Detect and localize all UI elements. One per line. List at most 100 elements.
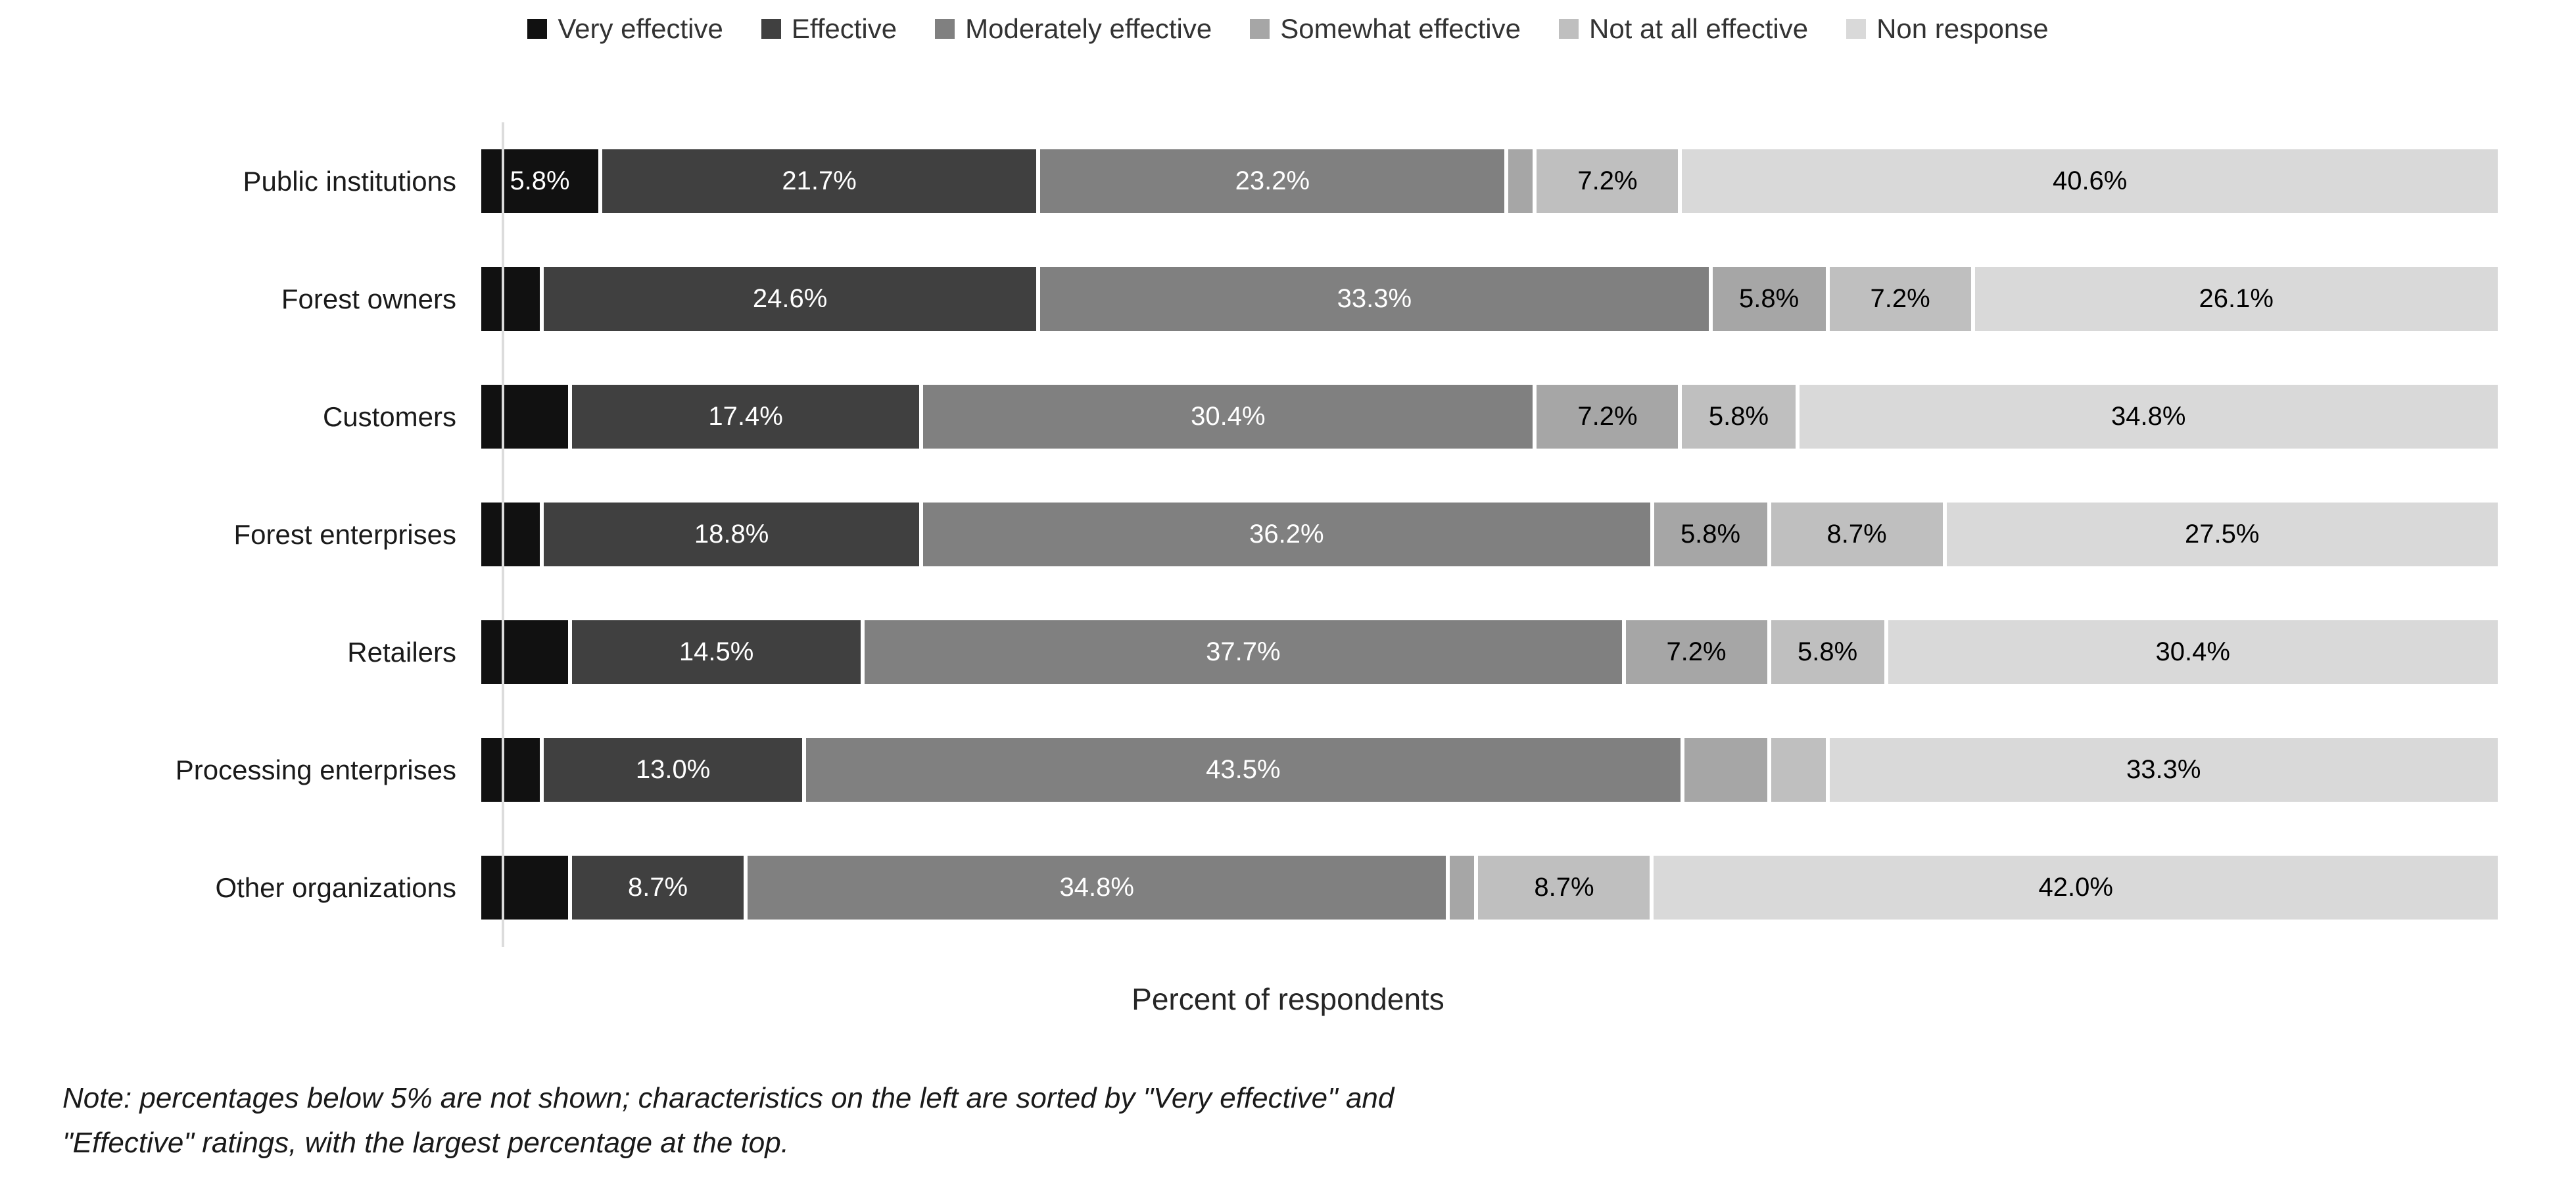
data-label: 30.4%	[2155, 637, 2230, 666]
data-label: 13.0%	[635, 755, 711, 784]
bar-segment: 30.4%	[1884, 620, 2498, 684]
data-label: 37.7%	[1206, 637, 1281, 666]
stacked-bar: 14.5% 37.7% 7.2% 5.8% 30.4%	[481, 620, 2500, 684]
bar-segment: 14.5%	[568, 620, 861, 684]
bar-segment: 17.4%	[568, 385, 920, 449]
data-label: 5.8%	[1738, 284, 1800, 313]
data-label: 36.2%	[1249, 520, 1324, 549]
bar-segment: 5.8%	[481, 149, 599, 213]
category-label: Forest enterprises	[233, 518, 456, 550]
data-label: 18.8%	[694, 520, 769, 549]
bar-segment: 23.2%	[1036, 149, 1505, 213]
data-label: 8.7%	[627, 873, 688, 902]
bar-segment: 34.8%	[744, 856, 1446, 920]
category-label: Retailers	[347, 636, 456, 668]
note-line-2: "Effective" ratings, with the largest pe…	[62, 1127, 789, 1160]
chart-note: Note: percentages below 5% are not shown…	[62, 1076, 2331, 1166]
data-label: 30.4%	[1191, 402, 1266, 431]
data-label: 7.2%	[1666, 637, 1727, 666]
bar-segment: 24.6%	[540, 267, 1037, 331]
data-label: 5.8%	[1680, 520, 1741, 549]
category-label: Processing enterprises	[175, 754, 456, 785]
x-axis-title: Percent of respondents	[1132, 982, 1444, 1016]
category-label: Other organizations	[215, 872, 456, 903]
data-label: 14.5%	[679, 637, 754, 666]
data-label: 33.3%	[1337, 284, 1412, 313]
chart-row-1: Forest owners 24.6% 33.3% 5.8% 7.2% 26.1%	[0, 240, 2576, 358]
bar-segment: 7.2%	[1533, 149, 1679, 213]
legend-swatch-icon	[1846, 19, 1867, 39]
legend-label: Effective	[791, 13, 897, 44]
bar-segment: 27.5%	[1942, 503, 2498, 566]
legend-item-5: Non response	[1846, 13, 2049, 45]
stacked-bar: 5.8% 21.7% 23.2% 7.2% 40.6%	[481, 149, 2500, 213]
bar-segment: 5.8%	[1767, 620, 1884, 684]
data-label: 42.0%	[2038, 873, 2113, 902]
chart-row-5: Processing enterprises 13.0% 43.5% 33.3%	[0, 711, 2576, 829]
data-label: 7.2%	[1577, 402, 1638, 431]
data-label: 26.1%	[2199, 284, 2274, 313]
legend-item-0: Very effective	[527, 13, 723, 45]
bar-segment	[481, 503, 540, 566]
bar-segment: 37.7%	[861, 620, 1622, 684]
bar-segment: 36.2%	[919, 503, 1650, 566]
chart-row-3: Forest enterprises 18.8% 36.2% 5.8% 8.7% 27.5…	[0, 476, 2576, 593]
bar-segment: 7.2%	[1533, 385, 1679, 449]
y-axis-line	[502, 122, 504, 947]
chart-row-6: Other organizations 8.7% 34.8% 8.7% 42.0%	[0, 829, 2576, 946]
bar-segment: 13.0%	[540, 738, 803, 802]
data-label: 7.2%	[1577, 166, 1638, 195]
bar-segment: 43.5%	[802, 738, 1681, 802]
bar-segment	[1680, 738, 1767, 802]
category-label: Forest owners	[281, 283, 456, 314]
legend-item-3: Somewhat effective	[1250, 13, 1521, 45]
bar-segment	[481, 856, 568, 920]
stacked-bar: 13.0% 43.5% 33.3%	[481, 738, 2500, 802]
bar-segment: 8.7%	[1767, 503, 1943, 566]
data-label: 40.6%	[2052, 166, 2128, 195]
stacked-bar: 8.7% 34.8% 8.7% 42.0%	[481, 856, 2500, 920]
data-label: 5.8%	[1797, 637, 1858, 666]
legend-item-1: Effective	[761, 13, 897, 45]
legend-swatch-icon	[761, 19, 781, 39]
bar-segment	[1504, 149, 1533, 213]
stacked-bar: 18.8% 36.2% 5.8% 8.7% 27.5%	[481, 503, 2500, 566]
legend-swatch-icon	[1250, 19, 1270, 39]
legend-item-4: Not at all effective	[1558, 13, 1809, 45]
bar-segment: 5.8%	[1678, 385, 1796, 449]
bar-segment: 18.8%	[540, 503, 920, 566]
data-label: 43.5%	[1206, 755, 1281, 784]
bar-segment: 26.1%	[1970, 267, 2498, 331]
data-label: 17.4%	[708, 402, 783, 431]
bar-segment	[481, 267, 540, 331]
data-label: 8.7%	[1826, 520, 1887, 549]
legend-swatch-icon	[935, 19, 955, 39]
stacked-bar: 24.6% 33.3% 5.8% 7.2% 26.1%	[481, 267, 2500, 331]
legend-label: Moderately effective	[965, 13, 1212, 44]
bar-segment	[1446, 856, 1475, 920]
legend-label: Not at all effective	[1588, 13, 1809, 44]
bar-segment: 5.8%	[1650, 503, 1767, 566]
note-line-1: Note: percentages below 5% are not shown…	[62, 1082, 1395, 1114]
data-label: 21.7%	[782, 166, 857, 195]
data-label: 24.6%	[752, 284, 828, 313]
legend: Very effective Effective Moderately effect…	[0, 13, 2576, 45]
legend-swatch-icon	[527, 19, 548, 39]
bar-segment: 21.7%	[598, 149, 1037, 213]
data-label: 33.3%	[2126, 755, 2201, 784]
data-label: 7.2%	[1870, 284, 1930, 313]
data-label: 34.8%	[1059, 873, 1134, 902]
data-label: 5.8%	[1708, 402, 1769, 431]
data-label: 8.7%	[1534, 873, 1594, 902]
bar-segment: 7.2%	[1825, 267, 1971, 331]
plot-rows: Public institutions 5.8% 21.7% 23.2% 7.2% 40.…	[0, 122, 2576, 946]
legend-label: Somewhat effective	[1280, 13, 1521, 44]
bar-segment: 7.2%	[1621, 620, 1767, 684]
bar-segment: 33.3%	[1036, 267, 1709, 331]
legend-label: Non response	[1876, 13, 2049, 44]
bar-segment: 8.7%	[1474, 856, 1650, 920]
data-label: 23.2%	[1235, 166, 1310, 195]
bar-segment: 33.3%	[1825, 738, 2498, 802]
chart-row-0: Public institutions 5.8% 21.7% 23.2% 7.2% 40.…	[0, 122, 2576, 240]
